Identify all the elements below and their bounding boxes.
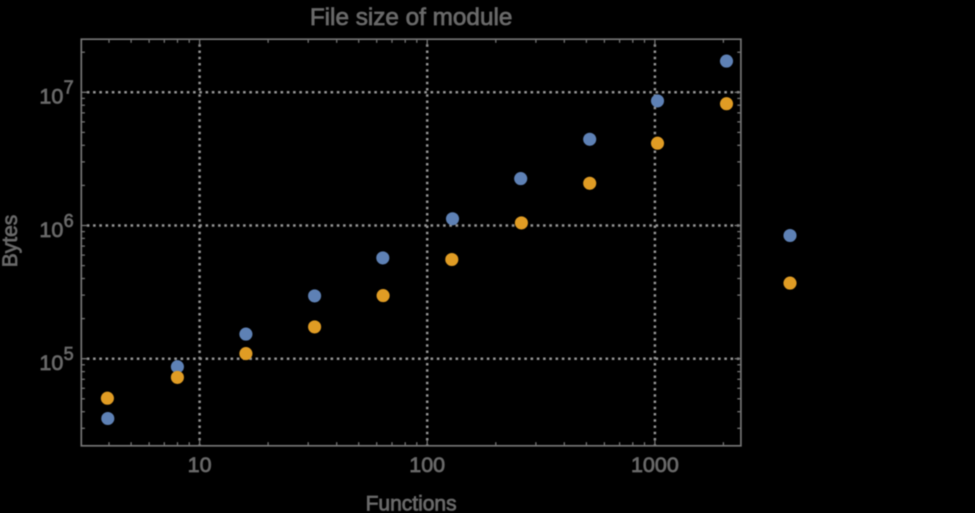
svg-text:10: 10 <box>39 218 63 242</box>
svg-text:1000: 1000 <box>631 453 679 477</box>
svg-text:6: 6 <box>64 211 74 231</box>
svg-text:10: 10 <box>188 453 212 477</box>
svg-text:10: 10 <box>39 351 63 375</box>
svg-text:File size of module: File size of module <box>310 4 513 31</box>
svg-text:5: 5 <box>64 344 74 364</box>
svg-text:Functions: Functions <box>366 493 457 513</box>
svg-text:10: 10 <box>39 85 63 109</box>
svg-text:Bytes: Bytes <box>0 215 22 268</box>
svg-text:7: 7 <box>64 78 74 98</box>
svg-text:100: 100 <box>409 453 445 477</box>
